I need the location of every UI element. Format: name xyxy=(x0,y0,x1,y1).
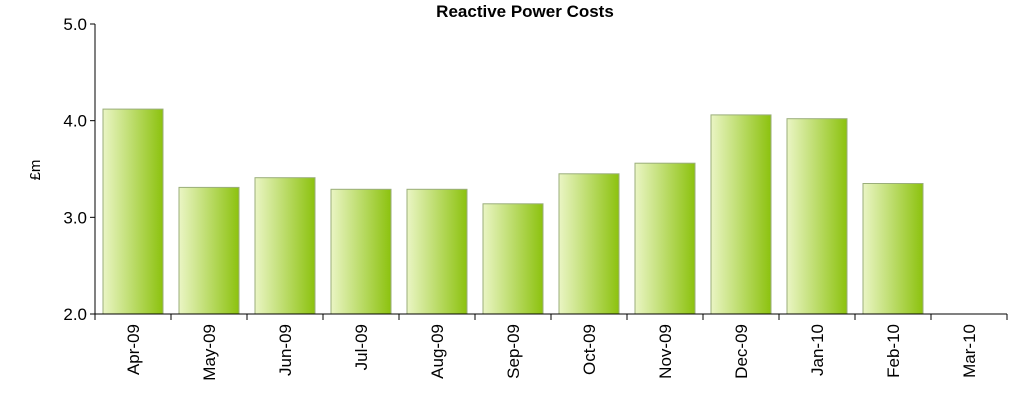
bar-jul-09 xyxy=(330,188,392,315)
y-tick-label: 4.0 xyxy=(63,112,87,131)
y-ticks-group: 2.0 3.0 4.0 5.0 xyxy=(63,15,87,324)
x-tick-label: Jan-10 xyxy=(808,324,827,376)
x-tick-label: Apr-09 xyxy=(124,324,143,375)
axes-group xyxy=(90,23,1008,320)
chart-title: Reactive Power Costs xyxy=(436,2,614,21)
bar-sep-09 xyxy=(482,203,544,315)
x-tick-label: Oct-09 xyxy=(580,324,599,375)
bar-apr-09 xyxy=(102,108,164,315)
bar-oct-09 xyxy=(558,173,620,315)
x-tick-label: Nov-09 xyxy=(656,324,675,379)
x-tick-label: Jul-09 xyxy=(352,324,371,370)
y-tick-label: 2.0 xyxy=(63,305,87,324)
y-axis-label: £m xyxy=(27,160,44,181)
x-tick-label: Mar-10 xyxy=(960,324,979,378)
x-tick-label: Feb-10 xyxy=(884,324,903,378)
bars-group xyxy=(102,108,924,315)
bar-nov-09 xyxy=(634,162,696,315)
bar-dec-09 xyxy=(710,114,772,315)
bar-jan-10 xyxy=(786,118,848,315)
x-ticks-group: Apr-09 May-09 Jun-09 Jul-09 Aug-09 Sep-09 Oct-… xyxy=(124,324,979,381)
x-tick-label: Jun-09 xyxy=(276,324,295,376)
x-tick-label: Sep-09 xyxy=(504,324,523,379)
x-tick-label: May-09 xyxy=(200,324,219,381)
y-tick-label: 3.0 xyxy=(63,208,87,227)
x-tick-label: Dec-09 xyxy=(732,324,751,379)
bar-may-09 xyxy=(178,186,240,315)
y-tick-label: 5.0 xyxy=(63,15,87,34)
x-tick-label: Aug-09 xyxy=(428,324,447,379)
bar-jun-09 xyxy=(254,177,316,315)
bar-feb-10 xyxy=(862,183,924,315)
bar-aug-09 xyxy=(406,188,468,315)
